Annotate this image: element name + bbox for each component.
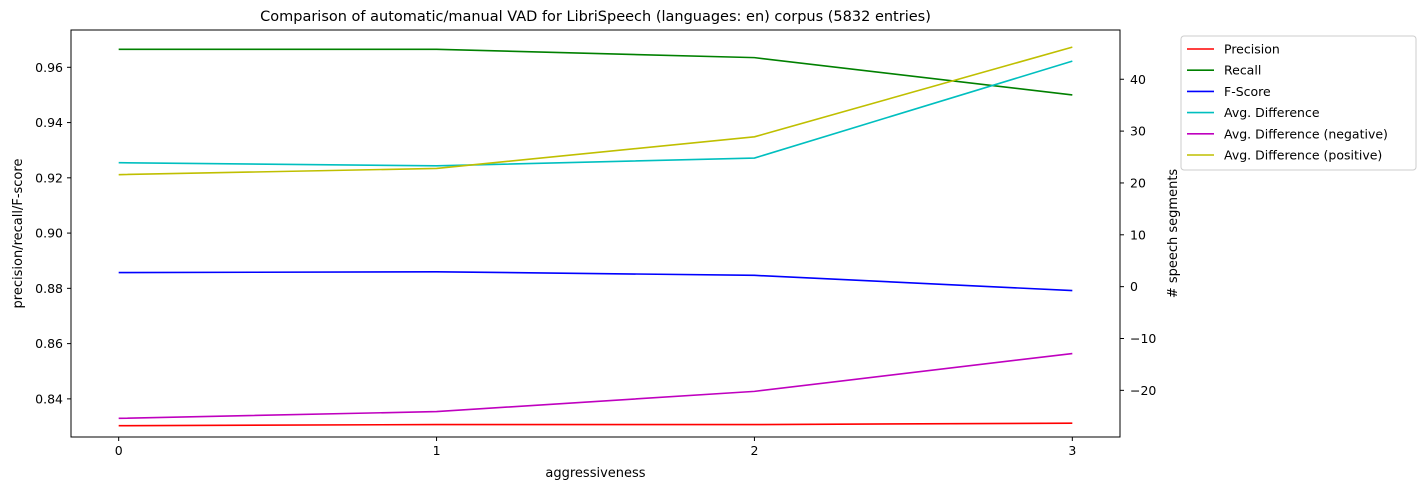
series-line-0 <box>118 422 1073 427</box>
left-y-tick-label: 0.88 <box>35 281 63 296</box>
right-y-tick-label: 10 <box>1130 227 1146 242</box>
right-y-tick-label: 40 <box>1130 72 1146 87</box>
series-line-1 <box>118 48 1073 96</box>
series-line-4 <box>118 352 1073 420</box>
chart-title: Comparison of automatic/manual VAD for L… <box>260 9 931 25</box>
right-y-tick-label: −10 <box>1130 331 1156 346</box>
series-line-2 <box>118 270 1073 292</box>
legend-label: F-Score <box>1224 84 1271 99</box>
legend: Precision Recall F-Score Avg. Difference Avg… <box>1180 35 1417 171</box>
legend-label: Precision <box>1224 42 1280 57</box>
legend-label: Avg. Difference (negative) <box>1224 126 1388 141</box>
legend-label: Avg. Difference (positive) <box>1224 148 1382 163</box>
right-y-tick-label: 20 <box>1130 175 1146 190</box>
left-y-tick-label: 0.86 <box>35 336 63 351</box>
legend-label: Recall <box>1224 63 1261 78</box>
x-tick-label: 0 <box>115 443 123 458</box>
plot-frame <box>70 29 1121 438</box>
left-y-tick-label: 0.92 <box>35 170 63 185</box>
series-line-5 <box>118 46 1073 176</box>
right-y-tick-label: 30 <box>1130 124 1146 139</box>
x-axis-ticks: 0 1 2 3 <box>115 437 1076 458</box>
x-tick-label: 2 <box>750 443 758 458</box>
right-y-axis-label: # speech segments <box>1166 169 1181 299</box>
legend-label: Avg. Difference <box>1224 105 1320 120</box>
left-y-tick-label: 0.96 <box>35 60 63 75</box>
x-axis-label: aggressiveness <box>545 466 645 481</box>
legend-box <box>1180 35 1417 171</box>
right-y-tick-label: 0 <box>1130 279 1138 294</box>
plot-lines <box>118 46 1073 427</box>
right-y-axis-ticks: −20 −10 0 10 20 30 40 <box>1120 72 1156 398</box>
left-y-tick-label: 0.84 <box>35 391 63 406</box>
left-y-axis-ticks: 0.84 0.86 0.88 0.90 0.92 0.94 0.96 <box>35 60 71 406</box>
left-y-tick-label: 0.94 <box>35 115 63 130</box>
left-y-axis-label: precision/recall/F-score <box>11 159 26 309</box>
right-y-tick-label: −20 <box>1130 383 1156 398</box>
x-tick-label: 1 <box>433 443 441 458</box>
x-tick-label: 3 <box>1068 443 1076 458</box>
series-line-3 <box>118 60 1073 167</box>
left-y-tick-label: 0.90 <box>35 226 63 241</box>
